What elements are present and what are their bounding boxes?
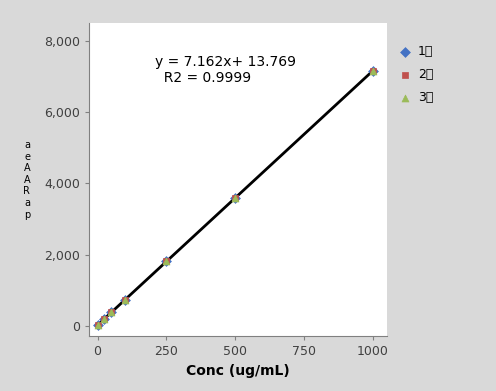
2차 bbox=[107, 309, 115, 316]
3차 bbox=[94, 322, 102, 328]
2차 bbox=[101, 316, 109, 322]
X-axis label: Conc (ug/mL): Conc (ug/mL) bbox=[186, 364, 290, 378]
1차 bbox=[94, 322, 102, 328]
1차 bbox=[163, 258, 171, 265]
2차 bbox=[121, 296, 129, 303]
1차 bbox=[121, 296, 129, 303]
1차 bbox=[369, 67, 377, 74]
3차 bbox=[107, 309, 115, 316]
2차 bbox=[94, 322, 102, 328]
2차 bbox=[231, 195, 239, 201]
Y-axis label: a
e
A
A
R
a
p: a e A A R a p bbox=[23, 140, 30, 220]
2차 bbox=[369, 67, 377, 74]
1차 bbox=[231, 195, 239, 201]
3차 bbox=[101, 316, 109, 322]
Text: y = 7.162x+ 13.769
  R2 = 0.9999: y = 7.162x+ 13.769 R2 = 0.9999 bbox=[155, 55, 296, 85]
1차 bbox=[107, 309, 115, 316]
3차 bbox=[369, 67, 377, 74]
1차 bbox=[101, 316, 109, 322]
3차 bbox=[231, 195, 239, 201]
Legend: 1차, 2차, 3차: 1차, 2차, 3차 bbox=[399, 45, 433, 104]
2차 bbox=[163, 258, 171, 265]
3차 bbox=[163, 258, 171, 265]
3차 bbox=[121, 296, 129, 303]
